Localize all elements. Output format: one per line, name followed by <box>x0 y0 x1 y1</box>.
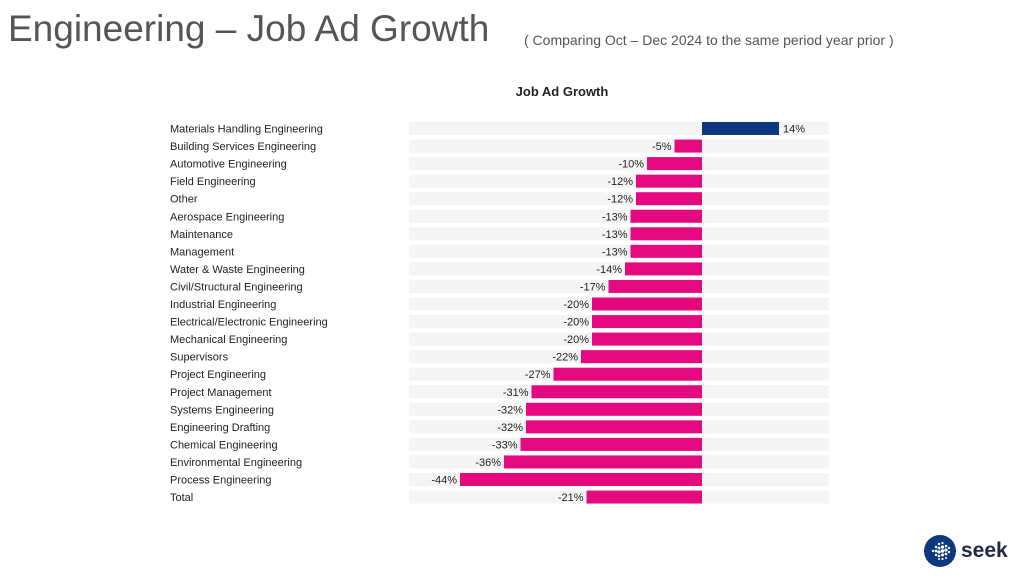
bar <box>702 122 779 135</box>
data-label: -20% <box>563 334 589 346</box>
bar <box>674 139 702 153</box>
data-label: -13% <box>602 229 628 241</box>
category-label: Aerospace Engineering <box>170 211 284 223</box>
bar <box>553 367 702 381</box>
category-label: Maintenance <box>170 229 233 241</box>
category-label: Total <box>170 492 193 504</box>
data-label: -13% <box>602 211 628 223</box>
data-label: -44% <box>431 475 457 487</box>
seek-logo: seek <box>924 535 1014 567</box>
data-label: -32% <box>497 422 523 434</box>
bar <box>592 297 702 311</box>
data-label: -13% <box>602 246 628 258</box>
data-label: -36% <box>475 457 501 469</box>
category-label: Industrial Engineering <box>170 299 276 311</box>
category-label: Automotive Engineering <box>170 159 287 171</box>
page-title: Engineering – Job Ad Growth <box>8 8 490 49</box>
bar <box>531 385 702 399</box>
page-subtitle: ( Comparing Oct – Dec 2024 to the same p… <box>524 32 894 48</box>
bar-track <box>409 174 829 188</box>
bar <box>636 192 702 206</box>
bar <box>630 244 702 258</box>
bar-track <box>409 139 829 153</box>
bar-track <box>409 192 829 206</box>
data-label: -10% <box>618 159 644 171</box>
seek-logo-text: seek <box>961 539 1008 562</box>
category-label: Project Engineering <box>170 369 266 381</box>
bar <box>520 437 702 451</box>
category-label: Electrical/Electronic Engineering <box>170 317 328 329</box>
category-label: Process Engineering <box>170 475 272 487</box>
bar <box>460 473 702 486</box>
category-label: Supervisors <box>170 352 229 364</box>
bar <box>630 227 702 241</box>
data-label: -20% <box>563 317 589 329</box>
category-label: Materials Handling Engineering <box>170 124 323 136</box>
seek-logo-icon <box>924 535 956 567</box>
bar <box>526 402 702 416</box>
category-label: Chemical Engineering <box>170 439 278 451</box>
data-label: -27% <box>525 369 551 381</box>
bar <box>636 174 702 188</box>
bar <box>608 279 702 293</box>
bar-track <box>409 262 829 276</box>
bar-track <box>409 209 829 223</box>
category-label: Water & Waste Engineering <box>170 264 305 276</box>
bar <box>581 350 702 364</box>
category-label: Engineering Drafting <box>170 422 270 434</box>
data-label: -5% <box>652 141 672 153</box>
data-label: -32% <box>497 404 523 416</box>
bar <box>592 315 702 329</box>
data-label: -31% <box>503 387 529 399</box>
bar <box>526 420 702 434</box>
category-label: Mechanical Engineering <box>170 334 287 346</box>
bar-track <box>409 157 829 171</box>
data-label: -14% <box>596 264 622 276</box>
bar <box>592 332 702 346</box>
category-label: Civil/Structural Engineering <box>170 281 303 293</box>
data-label: -33% <box>492 439 518 451</box>
category-label: Environmental Engineering <box>170 457 302 469</box>
category-label: Project Management <box>170 387 272 399</box>
data-label: -12% <box>607 194 633 206</box>
bar-track <box>409 244 829 258</box>
bar-track <box>409 227 829 241</box>
category-label: Management <box>170 246 234 258</box>
category-label: Field Engineering <box>170 176 256 188</box>
category-label: Building Services Engineering <box>170 141 316 153</box>
bar <box>504 455 702 469</box>
data-label: -20% <box>563 299 589 311</box>
bar <box>586 490 702 504</box>
bar <box>647 157 702 171</box>
data-label: -12% <box>607 176 633 188</box>
data-label: -17% <box>580 281 606 293</box>
bar <box>630 209 702 223</box>
data-label: -22% <box>552 352 578 364</box>
category-label: Other <box>170 194 198 206</box>
data-label: 14% <box>783 124 805 136</box>
data-label: -21% <box>558 492 584 504</box>
category-label: Systems Engineering <box>170 404 274 416</box>
bar <box>625 262 702 276</box>
